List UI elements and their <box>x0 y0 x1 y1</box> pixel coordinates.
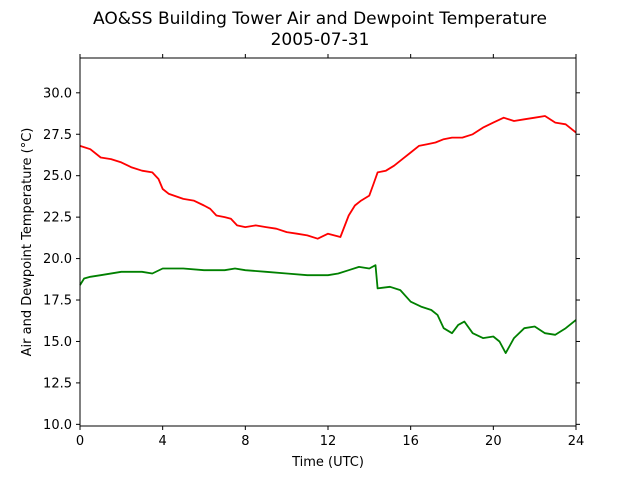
y-tick-label: 10.0 <box>43 418 72 433</box>
y-tick-label: 20.0 <box>43 252 72 267</box>
x-tick-label: 4 <box>159 434 167 449</box>
y-axis-label: Air and Dewpoint Temperature (°C) <box>20 128 35 357</box>
y-tick-label: 25.0 <box>43 169 72 184</box>
x-tick-label: 20 <box>485 434 502 449</box>
x-tick-label: 12 <box>320 434 337 449</box>
y-tick-label: 30.0 <box>43 86 72 101</box>
chart-subtitle: 2005-07-31 <box>271 30 370 50</box>
x-tick-label: 16 <box>402 434 419 449</box>
x-tick-label: 0 <box>76 434 84 449</box>
x-tick-label: 24 <box>568 434 585 449</box>
y-tick-label: 12.5 <box>43 376 72 391</box>
y-tick-label: 15.0 <box>43 335 72 350</box>
x-tick-label: 8 <box>241 434 249 449</box>
plot-frame <box>79 57 577 427</box>
chart-title: AO&SS Building Tower Air and Dewpoint Te… <box>93 9 547 29</box>
ticks-layer: 0 4 8 12 16 20 24 10.0 12.5 15.0 17.5 20.0 22.5 25.0 2… <box>43 54 584 449</box>
x-axis-label: Time (UTC) <box>291 455 364 470</box>
y-tick-label: 22.5 <box>43 211 72 226</box>
y-tick-label: 17.5 <box>43 294 72 309</box>
series-line-1 <box>79 115 577 240</box>
y-tick-label: 27.5 <box>43 128 72 143</box>
series-layer <box>79 115 577 355</box>
series-line-2 <box>79 264 577 355</box>
